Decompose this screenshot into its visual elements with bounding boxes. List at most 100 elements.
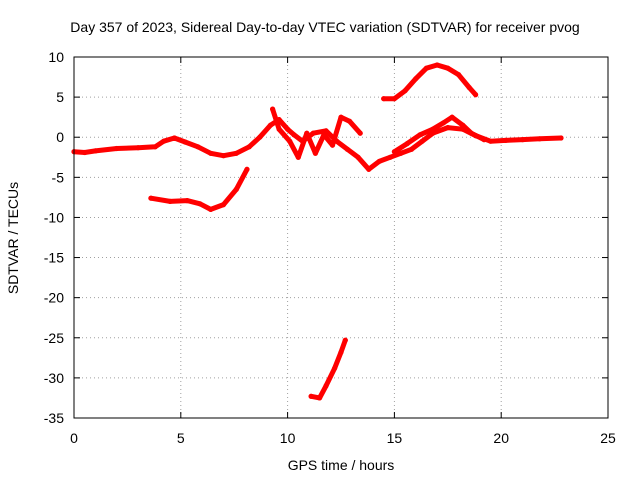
data-point xyxy=(344,146,350,152)
data-point xyxy=(270,106,276,112)
y-tick-label: 5 xyxy=(56,89,64,105)
data-point xyxy=(445,65,451,71)
data-point xyxy=(338,349,344,355)
data-point xyxy=(332,365,338,371)
data-point xyxy=(220,153,227,159)
series-left-arc xyxy=(148,166,250,212)
data-point xyxy=(402,88,408,94)
data-point xyxy=(317,395,323,401)
data-point xyxy=(321,132,327,138)
data-point xyxy=(342,337,348,343)
data-point xyxy=(312,150,318,156)
data-point xyxy=(257,134,263,140)
y-tick-label: 10 xyxy=(48,49,64,65)
data-point xyxy=(520,137,526,143)
data-point xyxy=(413,76,419,82)
data-point xyxy=(295,154,301,160)
data-point xyxy=(82,149,88,156)
series-upper-arc xyxy=(381,62,479,102)
data-point xyxy=(455,72,462,78)
data-point xyxy=(423,65,429,71)
data-point xyxy=(276,126,282,132)
data-point xyxy=(135,145,141,151)
data-point xyxy=(481,137,487,143)
data-point xyxy=(357,130,363,136)
x-tick-label: 0 xyxy=(70,430,78,446)
data-point xyxy=(387,154,393,160)
y-tick-label: -15 xyxy=(44,250,64,266)
x-tick-label: 5 xyxy=(177,430,185,446)
data-point xyxy=(408,146,415,152)
series-low-segment xyxy=(308,337,348,401)
y-tick-label: -35 xyxy=(44,410,64,426)
data-point xyxy=(92,148,98,154)
y-tick-labels: 10 5 0 -5 -10 -15 -20 -25 -30 -35 xyxy=(44,49,64,426)
x-tick-labels: 0 5 10 15 20 25 xyxy=(70,430,616,446)
data-point xyxy=(537,136,543,142)
plot-frame xyxy=(73,56,609,419)
data-point xyxy=(445,125,451,131)
x-tick-label: 25 xyxy=(600,430,616,446)
data-point xyxy=(304,130,310,136)
data-point xyxy=(171,135,177,141)
data-point xyxy=(152,144,158,150)
x-axis-label: GPS time / hours xyxy=(288,457,395,473)
data-point xyxy=(460,122,466,128)
data-point xyxy=(398,150,404,156)
data-point xyxy=(338,114,344,120)
y-tick-label: -5 xyxy=(52,169,65,185)
data-point xyxy=(291,132,297,138)
data-point xyxy=(233,186,239,192)
data-point xyxy=(197,201,203,207)
data-point xyxy=(419,138,425,144)
data-point xyxy=(466,84,472,91)
data-point xyxy=(114,145,120,152)
y-tick-label: 0 xyxy=(56,129,64,145)
data-point xyxy=(285,126,291,132)
data-point xyxy=(182,139,188,145)
data-point xyxy=(233,150,239,156)
data-point xyxy=(244,166,250,172)
data-point xyxy=(449,114,455,120)
data-point xyxy=(208,206,214,212)
y-axis-label: SDTVAR / TECUs xyxy=(5,182,21,294)
data-point xyxy=(558,135,564,141)
data-point xyxy=(430,126,436,132)
grid xyxy=(74,57,608,418)
data-point xyxy=(376,158,382,164)
data-point xyxy=(366,166,372,172)
data-point xyxy=(417,132,423,138)
data-point xyxy=(308,393,314,399)
data-point xyxy=(267,122,274,128)
plot-area xyxy=(71,62,564,401)
data-point xyxy=(391,149,397,155)
data-point xyxy=(246,144,252,150)
y-tick-label: -25 xyxy=(44,330,64,346)
y-tick-label: -30 xyxy=(44,370,64,386)
data-point xyxy=(468,130,474,136)
x-tick-label: 10 xyxy=(280,430,296,446)
data-point xyxy=(381,96,387,102)
data-point xyxy=(195,144,201,150)
data-point xyxy=(167,198,173,204)
data-point xyxy=(391,96,397,102)
data-point xyxy=(323,383,329,389)
data-point xyxy=(329,142,336,148)
data-point xyxy=(487,138,494,144)
data-point xyxy=(404,141,410,147)
y-tick-label: -20 xyxy=(44,290,64,306)
data-point xyxy=(434,62,440,68)
data-point xyxy=(323,128,329,134)
data-point xyxy=(161,138,167,144)
axis-ticks xyxy=(73,56,609,419)
data-point xyxy=(287,138,293,144)
data-point xyxy=(184,198,190,204)
chart-title: Day 357 of 2023, Sidereal Day-to-day VTE… xyxy=(70,19,579,35)
data-point xyxy=(440,120,447,126)
data-point xyxy=(502,137,509,143)
data-point xyxy=(148,195,154,201)
data-point xyxy=(220,202,227,208)
x-tick-label: 20 xyxy=(493,430,509,446)
data-point xyxy=(208,150,214,156)
